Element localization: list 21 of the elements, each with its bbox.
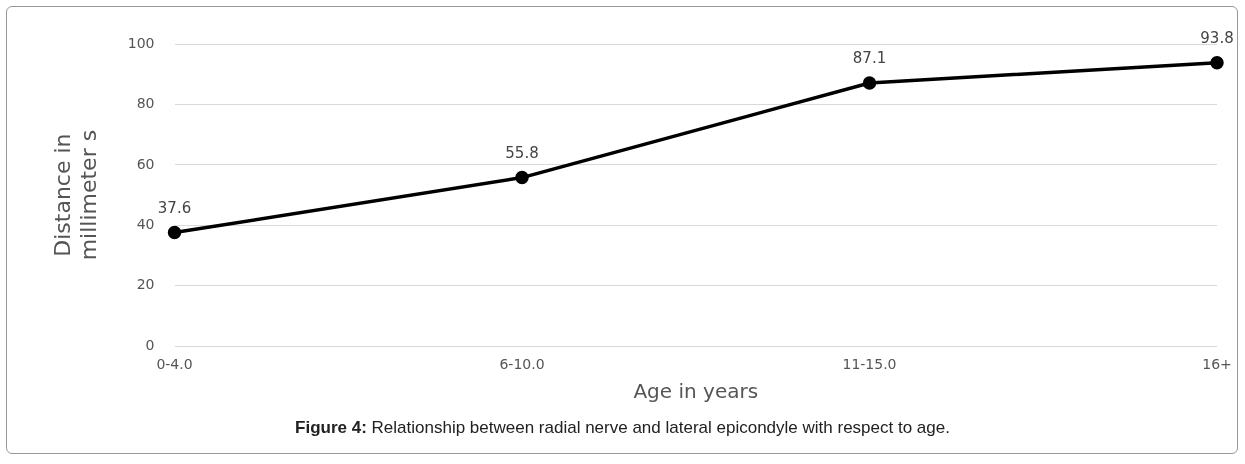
data-label: 37.6 xyxy=(157,198,192,217)
point xyxy=(1210,55,1224,70)
caption: Figure 4: Relationship between radial nerve and lateral epicondyle with respect to age. xyxy=(294,418,951,438)
point xyxy=(862,76,877,90)
point xyxy=(167,225,182,240)
data-label: 93.8 xyxy=(1200,29,1234,48)
point xyxy=(515,170,529,185)
y-tick-label: 0 xyxy=(145,336,155,353)
data-label: 55.8 xyxy=(505,143,539,162)
y-tick-label: 40 xyxy=(136,215,155,232)
y-tick-label: 100 xyxy=(127,34,155,51)
x-tick-label: 6-10.0 xyxy=(499,356,545,373)
x-tick-label: 0-4.0 xyxy=(156,356,193,373)
y-tick-label: 20 xyxy=(136,276,155,293)
x-axis-title: Age in years xyxy=(633,379,759,404)
y-tick-label: 80 xyxy=(136,95,155,112)
y-tick-label: 60 xyxy=(136,155,155,172)
y-axis-title: Distance in millimeter s xyxy=(49,129,102,261)
x-tick-label: 11-15.0 xyxy=(842,356,897,373)
x-tick-label: 16+ xyxy=(1202,356,1232,373)
data-label: 87.1 xyxy=(852,49,887,68)
